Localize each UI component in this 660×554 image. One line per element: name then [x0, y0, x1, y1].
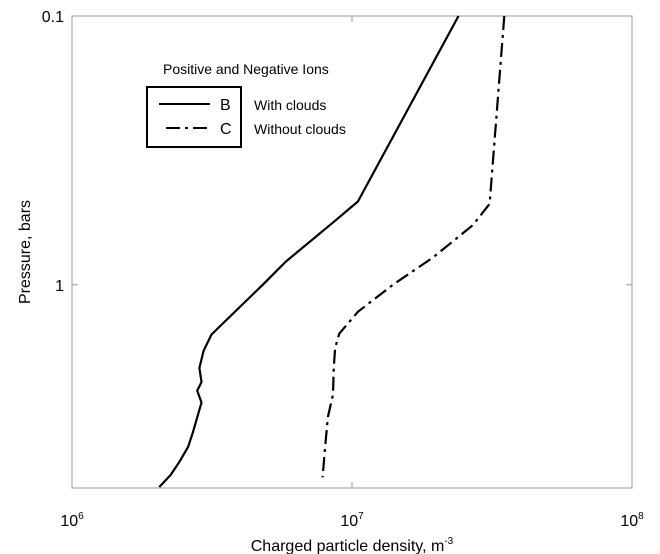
legend: Positive and Negative Ions B With clouds… — [146, 61, 346, 148]
legend-label-c: Without clouds — [254, 121, 346, 137]
legend-label-b: With clouds — [254, 97, 326, 113]
tick-marks — [71, 15, 633, 488]
series-line-c — [321, 15, 506, 478]
x-tick-label-2: 108 — [620, 511, 644, 530]
legend-letter-c: C — [220, 121, 232, 138]
series-group — [158, 15, 506, 488]
x-tick-label-0: 106 — [60, 511, 84, 530]
x-tick-label-1: 107 — [340, 511, 364, 530]
y-tick-label-1: 1 — [55, 278, 64, 295]
x-axis-label: Charged particle density, m-3 — [251, 536, 454, 554]
legend-letter-b: B — [220, 97, 231, 114]
y-axis-label: Pressure, bars — [17, 200, 34, 304]
tick-labels: 106 107 108 0.1 1 — [42, 9, 644, 530]
legend-box — [146, 86, 242, 148]
legend-title: Positive and Negative Ions — [163, 61, 329, 77]
series-line-b — [158, 15, 460, 488]
y-tick-label-0: 0.1 — [42, 9, 64, 26]
